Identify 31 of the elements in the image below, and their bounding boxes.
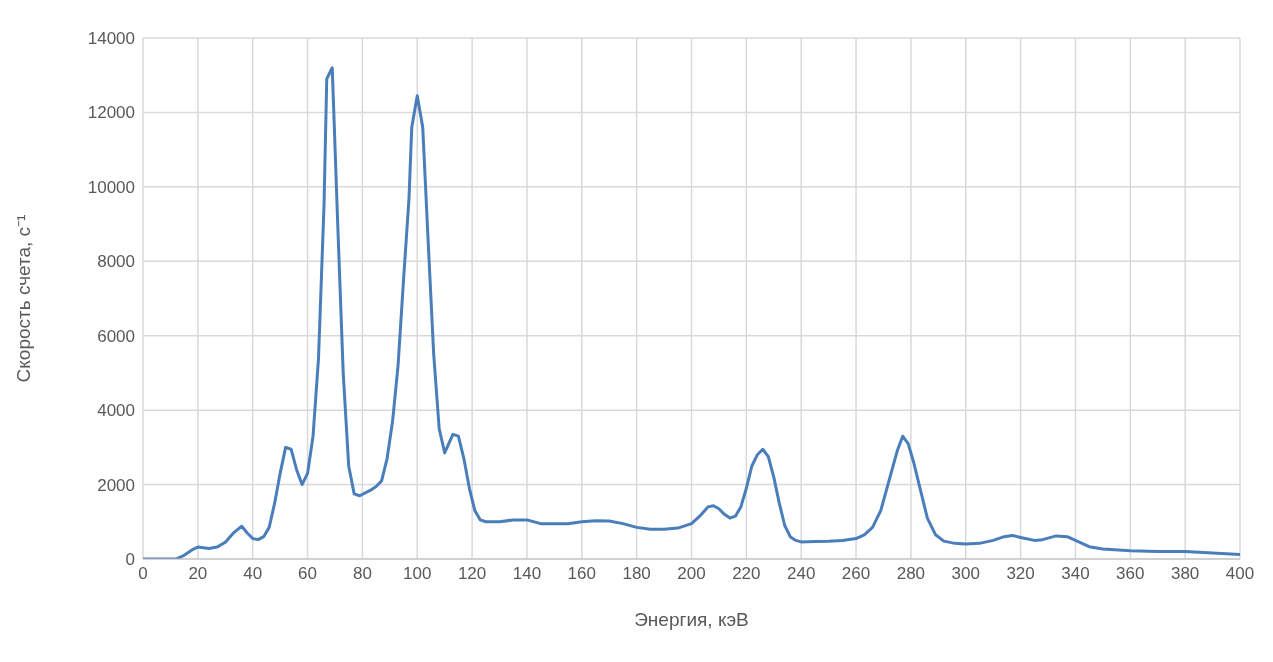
x-tick-label: 160 [567, 564, 596, 584]
x-tick-label: 360 [1116, 564, 1145, 584]
x-tick-label: 180 [622, 564, 651, 584]
y-tick-label: 10000 [87, 177, 135, 197]
x-tick-label: 400 [1225, 564, 1255, 584]
x-tick-label: 280 [896, 564, 926, 584]
x-tick-label: 300 [951, 564, 980, 584]
x-tick-label: 200 [677, 564, 706, 584]
x-tick-label: 40 [243, 564, 263, 584]
x-tick-label: 80 [352, 564, 372, 584]
x-tick-label: 20 [188, 564, 208, 584]
x-tick-label: 120 [457, 564, 487, 584]
y-tick-label: 4000 [97, 401, 135, 421]
y-tick-label: 6000 [97, 326, 135, 346]
x-tick-label: 100 [403, 564, 432, 584]
y-axis-title: Скорость счета, с⁻¹ [12, 214, 34, 383]
x-tick-label: 380 [1170, 564, 1200, 584]
y-tick-label: 2000 [97, 475, 135, 495]
y-tick-label: 0 [125, 550, 135, 570]
x-tick-label: 240 [787, 564, 816, 584]
x-tick-label: 340 [1061, 564, 1090, 584]
x-tick-label: 260 [841, 564, 871, 584]
y-tick-label: 12000 [87, 103, 135, 123]
y-tick-label: 8000 [97, 252, 135, 272]
x-tick-label: 320 [1006, 564, 1035, 584]
x-axis-title: Энергия, кэВ [634, 609, 749, 630]
x-tick-label: 60 [298, 564, 318, 584]
x-tick-label: 220 [732, 564, 761, 584]
x-tick-label: 0 [138, 564, 148, 584]
y-tick-label: 14000 [87, 29, 135, 49]
x-tick-label: 140 [512, 564, 542, 584]
